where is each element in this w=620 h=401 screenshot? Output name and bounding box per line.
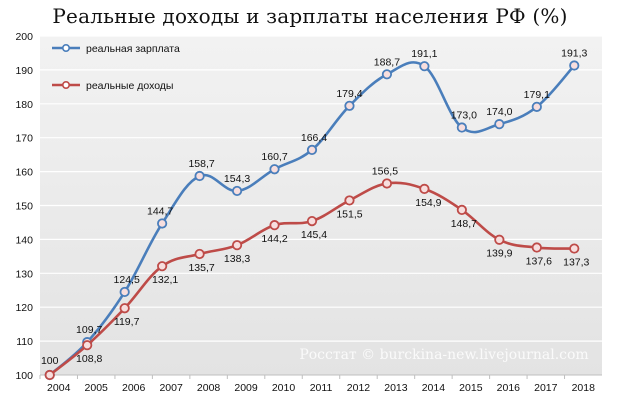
data-label: 137,3 (563, 257, 589, 269)
x-tick-label: 2004 (47, 382, 71, 394)
x-tick-label: 2005 (85, 382, 109, 394)
data-point (194, 170, 205, 182)
data-point (231, 185, 243, 197)
x-tick-label: 2009 (234, 382, 258, 394)
y-tick-label: 120 (15, 302, 33, 314)
legend-label: реальная зарплата (86, 43, 180, 55)
data-point (269, 164, 280, 175)
y-tick-label: 160 (15, 167, 33, 179)
data-point (44, 369, 55, 381)
legend-marker (61, 43, 70, 52)
data-label: 191,1 (411, 48, 437, 60)
y-tick-label: 110 (16, 336, 33, 348)
data-point (456, 122, 467, 133)
x-tick-label: 2015 (459, 382, 483, 394)
data-label: 119,7 (114, 316, 140, 328)
legend: реальная зарплата реальные доходы (52, 43, 180, 92)
data-point (494, 234, 505, 245)
data-point (419, 61, 430, 72)
data-label: 144,7 (147, 205, 173, 217)
legend-marker (61, 81, 70, 90)
x-tick-label: 2012 (347, 382, 371, 394)
y-tick-label: 200 (15, 31, 33, 43)
data-label: 188,7 (374, 56, 400, 68)
data-label: 109,7 (76, 324, 102, 336)
y-tick-label: 130 (15, 268, 33, 280)
data-point (231, 240, 243, 251)
data-point (306, 144, 318, 156)
data-point (119, 303, 130, 314)
y-tick-label: 190 (15, 65, 33, 77)
data-label: 179,4 (336, 88, 362, 100)
x-tick-label: 2008 (197, 382, 221, 394)
data-point (269, 220, 280, 231)
data-label: 154,3 (224, 173, 250, 185)
y-tick-label: 140 (15, 234, 33, 246)
data-label: 138,3 (224, 253, 250, 265)
data-label: 132,1 (152, 274, 178, 286)
data-point (381, 178, 393, 189)
data-point (82, 340, 93, 351)
data-label: 148,7 (451, 218, 477, 230)
watermark: Росстат © burckina-new.livejournal.com (299, 347, 588, 363)
x-tick-label: 2011 (310, 382, 333, 394)
data-label: 139,9 (486, 248, 512, 260)
y-tick-label: 170 (15, 133, 33, 145)
x-tick-label: 2017 (534, 382, 558, 394)
data-label: 145,4 (301, 229, 327, 241)
data-label: 179,1 (524, 89, 550, 101)
data-point (157, 261, 168, 272)
data-point (456, 204, 467, 216)
data-point (157, 218, 168, 229)
x-tick-label: 2010 (272, 382, 296, 394)
axes: 100 110 120 130 140 150 160 170 180 190 200 2004 200… (15, 31, 602, 394)
x-tick-label: 2007 (159, 382, 183, 394)
grid-lines (40, 35, 602, 342)
data-label: 160,7 (261, 151, 287, 163)
x-tick-label: 2013 (384, 382, 408, 394)
data-point (306, 215, 318, 227)
data-label: 173,0 (451, 110, 477, 122)
y-tick-label: 180 (15, 99, 33, 111)
data-label: 137,6 (526, 256, 552, 268)
y-tick-label: 100 (15, 370, 33, 382)
series-lines (44, 60, 580, 381)
data-label: 174,0 (486, 106, 512, 118)
data-label: 108,8 (76, 353, 102, 365)
data-point (569, 60, 580, 71)
data-point (569, 243, 580, 254)
y-tick-label: 150 (15, 201, 33, 213)
data-point (419, 183, 430, 194)
data-point (531, 242, 542, 253)
data-point (194, 248, 205, 260)
data-label: 135,7 (188, 262, 214, 274)
data-label: 151,5 (336, 208, 362, 220)
data-label: 144,2 (261, 233, 287, 245)
data-labels: 109,7 124,5 144,7 158,7 154,3 160,7 166,4 179,4… (41, 47, 590, 367)
data-point (344, 100, 355, 111)
data-label: 166,4 (301, 132, 327, 144)
chart-title: Реальные доходы и зарплаты населения РФ … (52, 4, 568, 28)
x-tick-label: 2006 (122, 382, 146, 394)
x-tick-label: 2016 (497, 382, 521, 394)
x-tick-label: 2014 (422, 382, 446, 394)
data-label: 191,3 (561, 47, 587, 59)
data-label: 156,5 (372, 165, 398, 177)
data-point (344, 195, 355, 206)
data-point (494, 119, 505, 130)
data-point (531, 101, 542, 112)
data-point (119, 286, 130, 298)
data-label: 154,9 (415, 197, 441, 209)
data-label: 124,5 (114, 274, 140, 286)
data-label: 158,7 (188, 158, 214, 170)
x-tick-label: 2018 (572, 382, 596, 394)
legend-label: реальные доходы (86, 80, 173, 92)
data-label: 100 (41, 355, 59, 367)
data-point (381, 69, 393, 80)
